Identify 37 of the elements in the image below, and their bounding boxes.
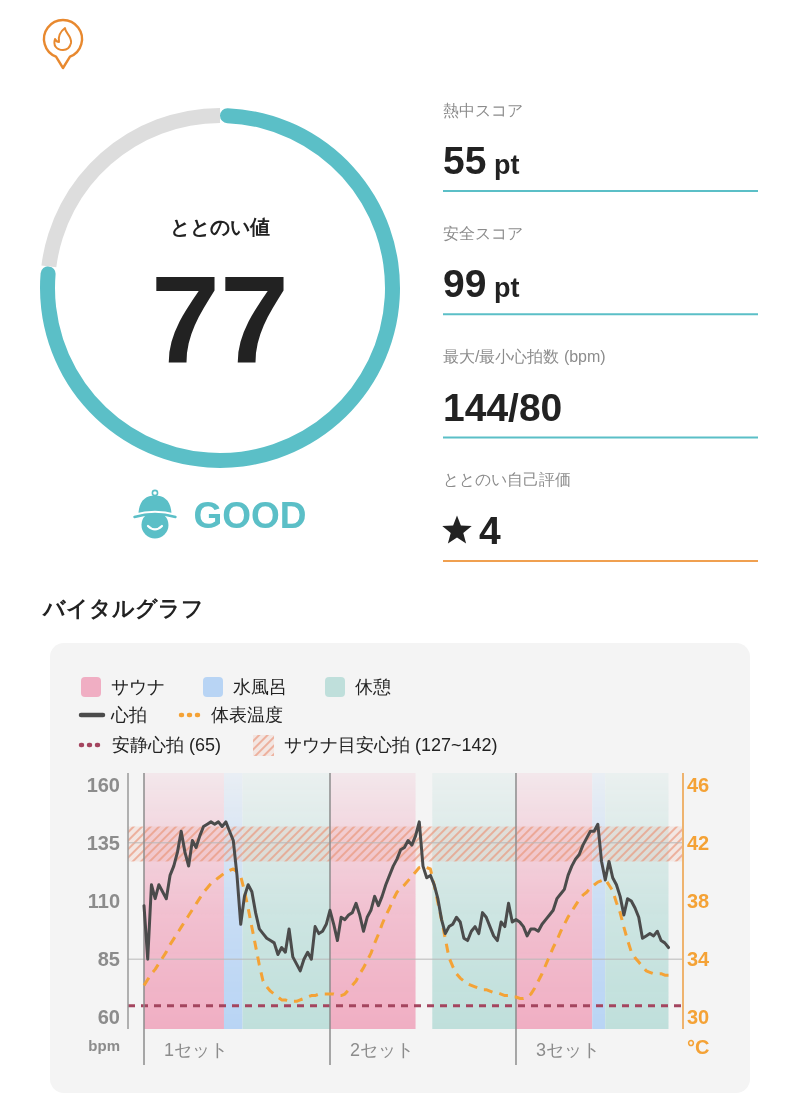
text: 99 pt [443, 262, 520, 306]
text: 休憩 [355, 677, 391, 697]
text: 4 [479, 508, 501, 552]
line-series [142, 864, 670, 1003]
text: ととのい自己評価 [443, 471, 571, 489]
text: 55 pt [443, 139, 520, 182]
x-tick-label: 2セット [350, 1040, 415, 1060]
x-tick-label: 1セット [164, 1040, 229, 1060]
y-tick-label: 110 [87, 890, 120, 912]
y2-tick-label: 46 [687, 773, 710, 796]
x-tick-label: 3セット [536, 1040, 601, 1060]
y2-tick-label: 38 [687, 890, 710, 912]
donut-slice [40, 108, 400, 468]
legend-label: 体表温度 [211, 705, 283, 725]
data-label: 77 [151, 251, 289, 389]
text: ととのい値 [170, 216, 270, 238]
legend-label: 心拍 [110, 705, 147, 725]
text: 熱中スコア [443, 101, 523, 119]
y2-tick-label: 42 [687, 831, 710, 854]
legend-label: サウナ目安心拍 (127~142) [284, 735, 498, 755]
text: 144/80 [443, 385, 563, 429]
line-series [142, 820, 670, 973]
y-tick-label: 160 [86, 773, 120, 796]
text: 水風呂 [233, 677, 287, 697]
y2-tick-label: 30 [687, 1006, 710, 1029]
y-axis-title: bpm [88, 1036, 120, 1054]
y-tick-label: 60 [97, 1006, 120, 1029]
text: 最大/最小心拍数 (bpm) [443, 348, 606, 366]
text: サウナ [111, 677, 165, 697]
y2-tick-label: 34 [687, 948, 711, 971]
text: GOOD [193, 495, 307, 536]
chart-title: バイタルグラフ [41, 595, 204, 621]
text: 安全スコア [443, 224, 523, 242]
y2-axis-title: °C [687, 1036, 710, 1058]
legend-label: 安静心拍 (65) [112, 735, 222, 755]
y-tick-label: 135 [86, 831, 120, 854]
y-tick-label: 85 [97, 948, 120, 971]
